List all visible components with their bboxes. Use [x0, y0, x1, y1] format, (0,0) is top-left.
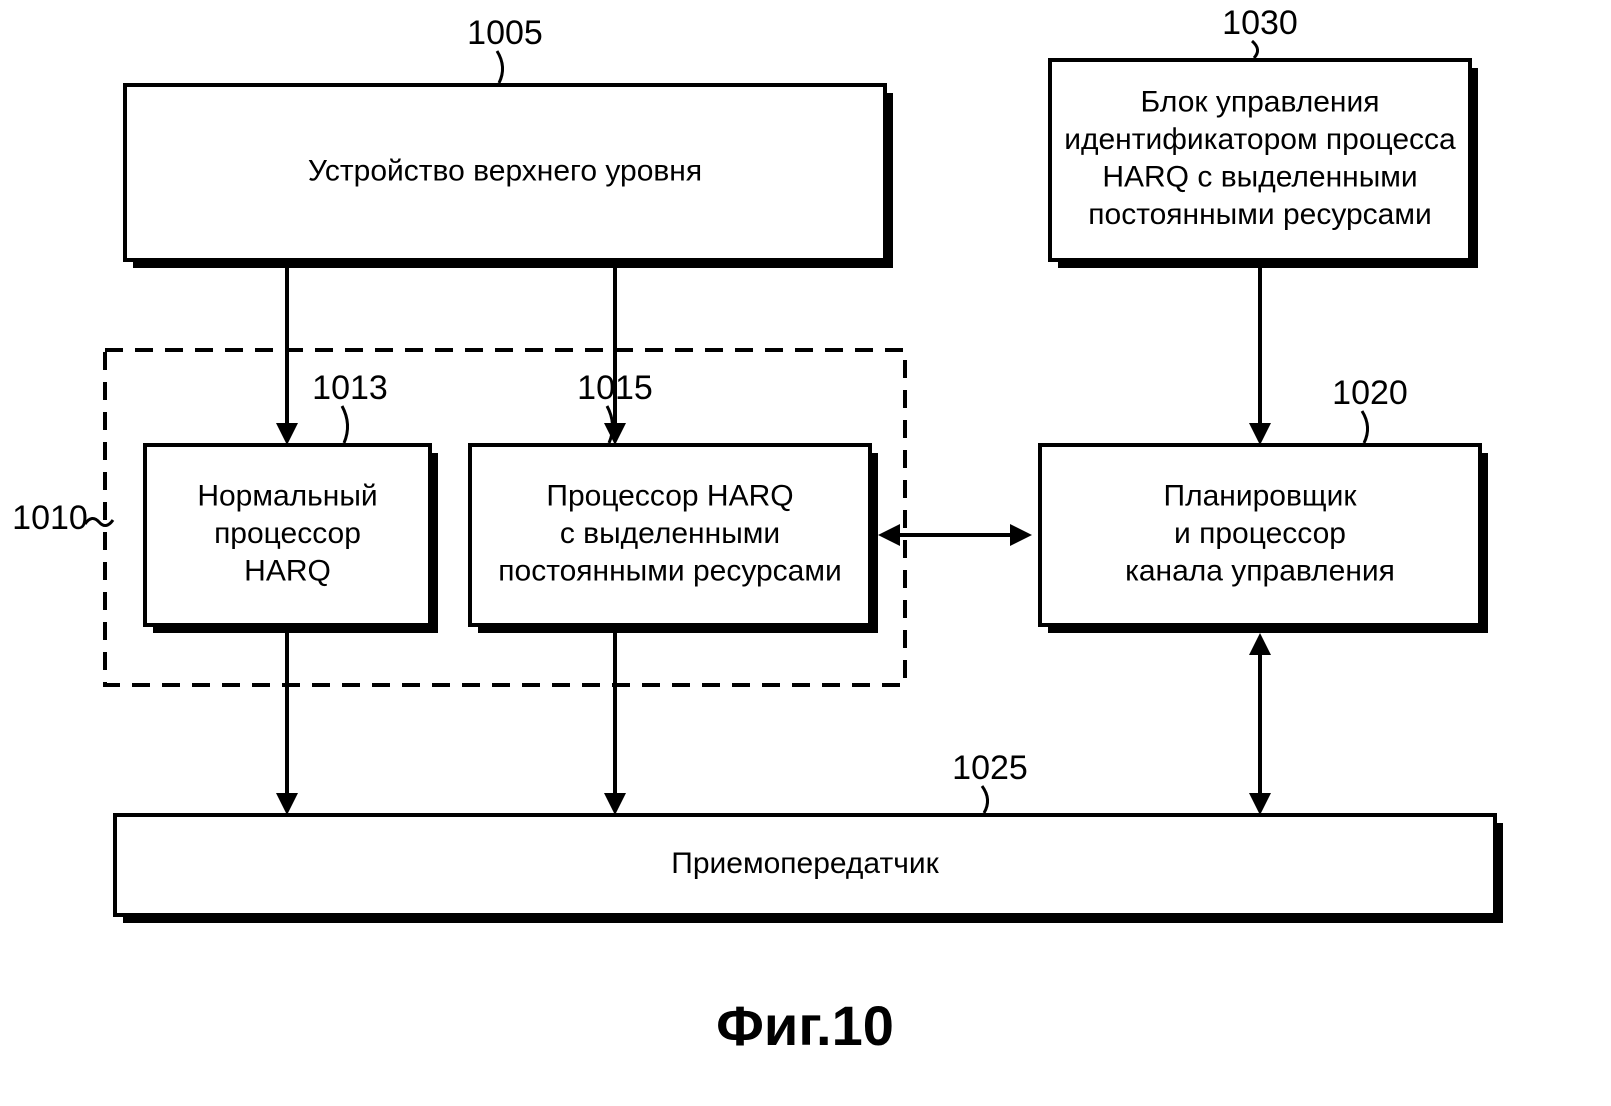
svg-text:1010: 1010 — [12, 499, 88, 537]
svg-text:канала управления: канала управления — [1125, 554, 1395, 587]
svg-text:постоянными ресурсами: постоянными ресурсами — [498, 554, 841, 587]
svg-text:постоянными ресурсами: постоянными ресурсами — [1088, 198, 1431, 231]
svg-text:процессор: процессор — [214, 517, 361, 550]
svg-text:HARQ: HARQ — [244, 554, 331, 587]
svg-text:HARQ с выделенными: HARQ с выделенными — [1102, 161, 1417, 194]
svg-text:1030: 1030 — [1222, 4, 1298, 42]
svg-text:идентификатором процесса: идентификатором процесса — [1064, 123, 1456, 156]
svg-text:Процессор HARQ: Процессор HARQ — [546, 479, 793, 512]
svg-text:Устройство верхнего уровня: Устройство верхнего уровня — [308, 154, 702, 187]
svg-text:Нормальный: Нормальный — [197, 479, 377, 512]
svg-text:с выделенными: с выделенными — [560, 517, 780, 550]
svg-text:и процессор: и процессор — [1174, 517, 1346, 550]
svg-text:1025: 1025 — [952, 749, 1028, 787]
svg-text:Фиг.10: Фиг.10 — [716, 994, 894, 1057]
svg-text:1013: 1013 — [312, 369, 388, 407]
svg-text:Планировщик: Планировщик — [1164, 479, 1358, 512]
svg-text:Блок управления: Блок управления — [1141, 86, 1380, 119]
svg-text:1020: 1020 — [1332, 374, 1408, 412]
svg-text:1005: 1005 — [467, 14, 543, 52]
svg-text:Приемопередатчик: Приемопередатчик — [671, 847, 939, 880]
